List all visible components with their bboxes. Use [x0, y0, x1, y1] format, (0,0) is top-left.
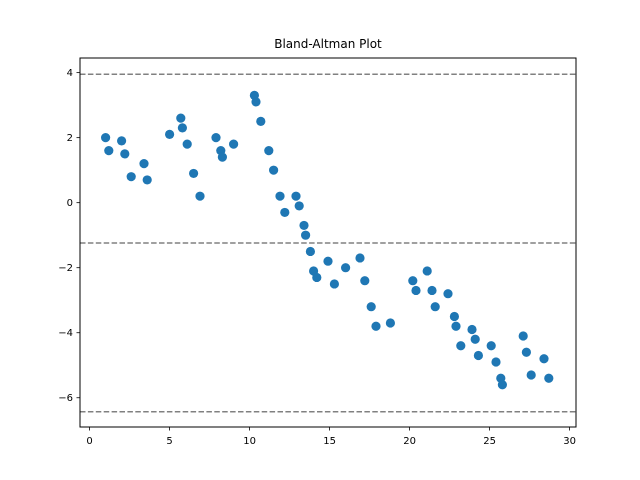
- data-point: [301, 230, 311, 240]
- data-point: [189, 168, 199, 179]
- data-point: [430, 302, 440, 312]
- x-tick-label: 5: [166, 436, 172, 447]
- data-point: [305, 246, 315, 257]
- data-point: [451, 321, 461, 331]
- data-point: [518, 331, 528, 341]
- data-point: [456, 341, 466, 351]
- data-point: [486, 341, 496, 351]
- data-point: [256, 116, 266, 126]
- data-point: [101, 133, 111, 143]
- data-point: [371, 321, 381, 331]
- data-point: [176, 113, 186, 123]
- data-point: [217, 152, 227, 162]
- x-tick-label: 25: [483, 436, 496, 447]
- data-point: [443, 289, 453, 299]
- data-point: [142, 175, 152, 185]
- data-point: [449, 311, 459, 322]
- data-point: [491, 357, 501, 367]
- x-tick-label: 0: [86, 436, 92, 447]
- x-tick-label: 15: [323, 436, 336, 447]
- data-point: [195, 191, 205, 201]
- data-point: [385, 318, 395, 328]
- data-point: [229, 139, 239, 149]
- data-point: [366, 302, 376, 312]
- data-point: [120, 149, 130, 159]
- x-tick-label: 30: [563, 436, 576, 447]
- data-point: [544, 373, 554, 383]
- y-tick-label: 4: [67, 68, 73, 79]
- y-axis-ticks: 4 2 0 −2 −4 −6: [58, 68, 80, 404]
- data-point: [299, 220, 309, 231]
- data-point: [323, 256, 333, 266]
- data-point: [408, 276, 418, 286]
- data-point: [422, 266, 432, 276]
- x-axis-ticks: 0 5 10 15 20 25 30: [86, 427, 576, 447]
- x-tick-label: 20: [403, 436, 416, 447]
- data-points: [101, 90, 554, 390]
- data-point: [497, 380, 507, 390]
- data-point: [211, 133, 221, 143]
- chart-title: Bland-Altman Plot: [274, 37, 382, 51]
- data-point: [294, 201, 304, 211]
- data-point: [473, 350, 483, 361]
- y-tick-label: −4: [58, 328, 73, 339]
- data-point: [269, 165, 279, 175]
- data-point: [470, 334, 480, 344]
- data-point: [526, 370, 536, 380]
- y-tick-label: 0: [67, 198, 73, 209]
- data-point: [126, 172, 136, 182]
- data-point: [312, 272, 322, 283]
- data-point: [521, 347, 532, 357]
- data-point: [182, 139, 192, 149]
- data-point: [355, 253, 365, 263]
- data-point: [177, 123, 187, 133]
- data-point: [539, 354, 549, 364]
- y-tick-label: −6: [58, 393, 73, 404]
- data-point: [264, 146, 274, 156]
- data-point: [104, 146, 114, 156]
- data-point: [251, 97, 261, 107]
- reference-lines: [80, 73, 576, 413]
- data-point: [467, 324, 477, 335]
- data-point: [341, 263, 351, 273]
- data-point: [291, 191, 301, 201]
- data-point: [275, 191, 285, 201]
- data-point: [139, 159, 149, 169]
- y-tick-label: 2: [67, 133, 73, 144]
- y-tick-label: −2: [58, 263, 73, 274]
- data-point: [411, 285, 421, 296]
- data-point: [427, 285, 437, 296]
- data-point: [280, 207, 290, 218]
- data-point: [360, 276, 370, 286]
- data-point: [165, 129, 175, 140]
- x-tick-label: 10: [243, 436, 256, 447]
- data-point: [117, 136, 127, 146]
- data-point: [329, 279, 339, 289]
- plot-frame: [79, 57, 577, 428]
